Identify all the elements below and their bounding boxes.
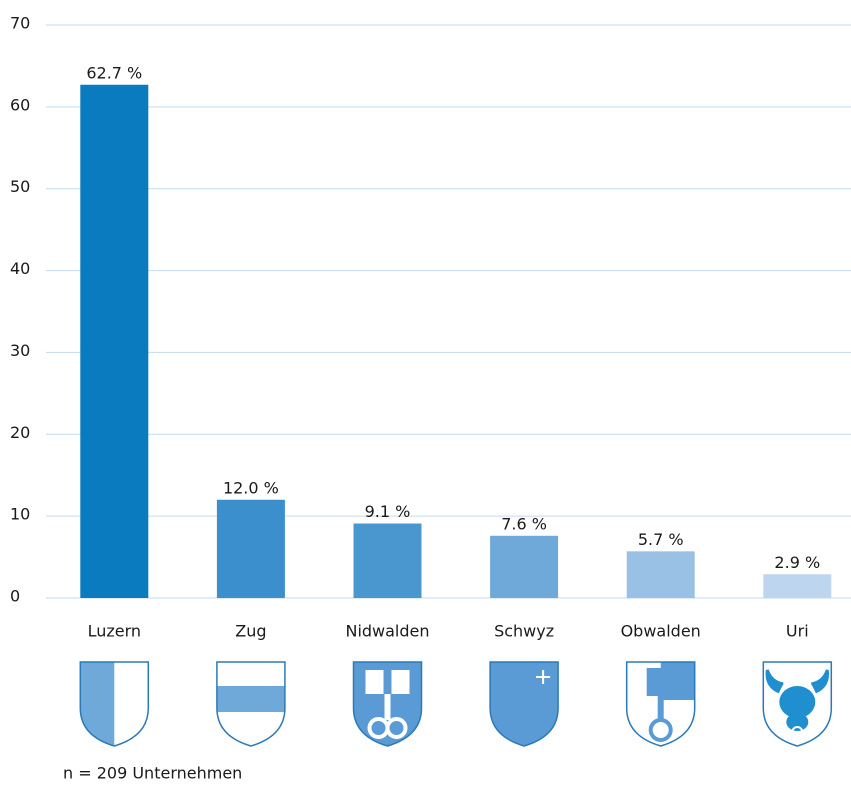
bar [216,499,285,598]
x-tick-label: Luzern [88,622,141,641]
y-tick-label: 70 [10,14,30,33]
y-tick-label: 50 [10,177,30,196]
key [365,670,384,694]
crest-outline [489,661,559,747]
crest-body [353,662,422,746]
coat-of-arms [625,661,696,747]
coat-of-arms [352,661,423,747]
crest-band [216,686,285,712]
key-bit [646,668,659,696]
coat-of-arms [762,661,833,747]
crest-body [216,662,285,746]
crest-outline [79,661,150,747]
bull-head [779,686,816,718]
coat-of-arms [489,661,559,747]
key [391,670,410,694]
key-ring [648,718,673,742]
bar [80,84,149,598]
bar [763,574,832,598]
crest-body [763,662,832,746]
coat-of-arms [79,661,150,747]
key-ring [385,717,408,739]
y-tick-label: 10 [10,505,30,524]
crest-outline [762,661,833,747]
crest-half [80,662,115,746]
crest-outline [625,661,696,747]
value-label: 9.1 % [365,502,411,521]
crest-field [490,662,559,746]
y-tick-label: 20 [10,423,30,442]
key-shaft [657,668,664,722]
crest-body [490,662,559,746]
x-tick-label: Obwalden [621,622,701,641]
crest-body [80,662,149,746]
x-tick-label: Schwyz [494,622,554,641]
value-label: 12.0 % [223,478,279,497]
key-shaft [384,694,391,720]
bull-snout [786,713,809,731]
crest-outline [216,661,286,747]
value-label: 62.7 % [86,63,142,82]
y-tick-label: 60 [10,95,30,114]
coat-of-arms [216,661,286,747]
bar [353,523,422,598]
value-label: 5.7 % [638,530,684,549]
y-tick-label: 0 [10,587,20,606]
x-tick-label: Zug [235,622,266,641]
y-tick-label: 40 [10,259,30,278]
nose-ring [791,726,804,738]
bar [490,535,559,598]
crest-outline [352,661,423,747]
bull-horns [765,669,830,694]
value-label: 2.9 % [774,553,820,572]
bar [626,551,695,598]
y-tick-label: 30 [10,341,30,360]
footnote: n = 209 Unternehmen [63,764,242,783]
cross [536,676,551,678]
x-tick-label: Uri [786,622,809,641]
x-tick-label: Nidwalden [345,622,429,641]
value-label: 7.6 % [501,514,547,533]
crest-body [626,662,695,746]
